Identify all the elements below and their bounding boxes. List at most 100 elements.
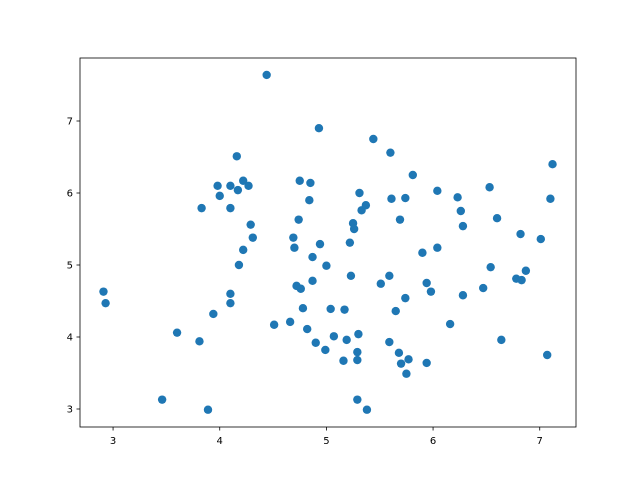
data-point: [285, 317, 295, 327]
data-point: [458, 221, 468, 231]
data-point: [226, 203, 235, 213]
data-point: [262, 70, 271, 80]
data-point: [296, 284, 305, 293]
data-point: [340, 305, 349, 314]
data-point: [226, 181, 235, 190]
y-tick-label: 7: [67, 117, 73, 128]
data-point: [394, 348, 404, 358]
data-point: [497, 335, 506, 345]
data-point: [521, 266, 531, 275]
data-point: [355, 188, 364, 198]
data-point: [295, 176, 304, 185]
data-point: [516, 229, 525, 239]
data-point: [543, 350, 552, 360]
data-point: [517, 275, 526, 285]
data-point: [456, 206, 465, 216]
data-point: [322, 261, 331, 270]
data-point: [418, 248, 427, 257]
y-tick-label: 3: [67, 405, 73, 416]
data-point: [311, 338, 320, 347]
data-point: [321, 345, 330, 355]
x-axis: 3 4 5 6 7: [110, 427, 543, 447]
data-point: [361, 201, 371, 210]
data-point: [422, 278, 431, 288]
data-point: [226, 298, 235, 308]
data-point: [326, 304, 335, 314]
data-point: [289, 233, 298, 242]
data-point: [404, 355, 413, 364]
data-point: [308, 276, 317, 286]
data-point: [346, 271, 356, 280]
data-point: [391, 306, 400, 316]
data-point: [385, 271, 394, 280]
data-point: [445, 319, 455, 329]
data-point: [157, 395, 167, 404]
data-point: [369, 134, 378, 144]
data-point: [353, 355, 362, 365]
data-point: [305, 196, 314, 205]
x-tick-label: 6: [430, 436, 436, 447]
data-point: [402, 369, 411, 378]
x-tick-label: 4: [217, 436, 223, 447]
data-point: [290, 243, 299, 252]
data-point: [315, 239, 325, 249]
data-point: [479, 283, 488, 293]
data-point: [233, 185, 243, 195]
data-point: [349, 224, 359, 234]
data-point: [492, 214, 502, 223]
data-point: [485, 183, 494, 192]
data-point: [294, 215, 303, 224]
data-point: [339, 356, 348, 365]
data-point: [386, 148, 395, 157]
data-point: [248, 233, 257, 242]
data-point: [303, 324, 312, 334]
data-point: [269, 320, 279, 329]
data-point: [99, 287, 108, 296]
data-point: [536, 234, 545, 244]
data-point: [401, 193, 410, 203]
data-point: [101, 298, 110, 308]
data-point: [195, 337, 204, 346]
data-point: [548, 160, 557, 169]
data-point: [458, 291, 468, 300]
data-point: [422, 358, 431, 368]
y-axis: 3 4 5 6 7: [67, 117, 80, 416]
x-tick-label: 3: [110, 436, 116, 447]
data-point: [232, 152, 241, 161]
data-point: [209, 309, 218, 319]
data-point: [353, 395, 362, 404]
y-tick-label: 6: [67, 189, 73, 200]
points-layer: [99, 70, 557, 414]
data-point: [239, 176, 248, 185]
x-tick-label: 5: [323, 436, 329, 447]
axes-frame: [79, 57, 577, 428]
data-point: [314, 124, 324, 133]
data-point: [376, 279, 385, 288]
data-point: [345, 238, 355, 247]
data-point: [426, 287, 436, 296]
data-point: [385, 337, 394, 347]
data-point: [197, 203, 206, 213]
data-point: [362, 405, 372, 414]
data-point: [408, 170, 417, 180]
data-point: [226, 289, 235, 298]
data-point: [244, 181, 253, 190]
data-point: [486, 262, 495, 272]
data-point: [433, 243, 442, 252]
data-point: [353, 347, 362, 357]
data-point: [453, 193, 462, 202]
data-point: [387, 194, 396, 203]
data-point: [213, 181, 222, 190]
data-point: [329, 332, 339, 341]
y-tick-label: 5: [67, 261, 73, 272]
data-point: [203, 405, 213, 414]
data-point: [395, 215, 405, 224]
data-point: [298, 304, 308, 313]
data-point: [246, 220, 255, 229]
data-point: [433, 186, 442, 196]
data-point: [172, 328, 182, 337]
y-tick-label: 4: [67, 333, 73, 344]
x-tick-label: 7: [537, 436, 543, 447]
data-point: [396, 359, 406, 368]
